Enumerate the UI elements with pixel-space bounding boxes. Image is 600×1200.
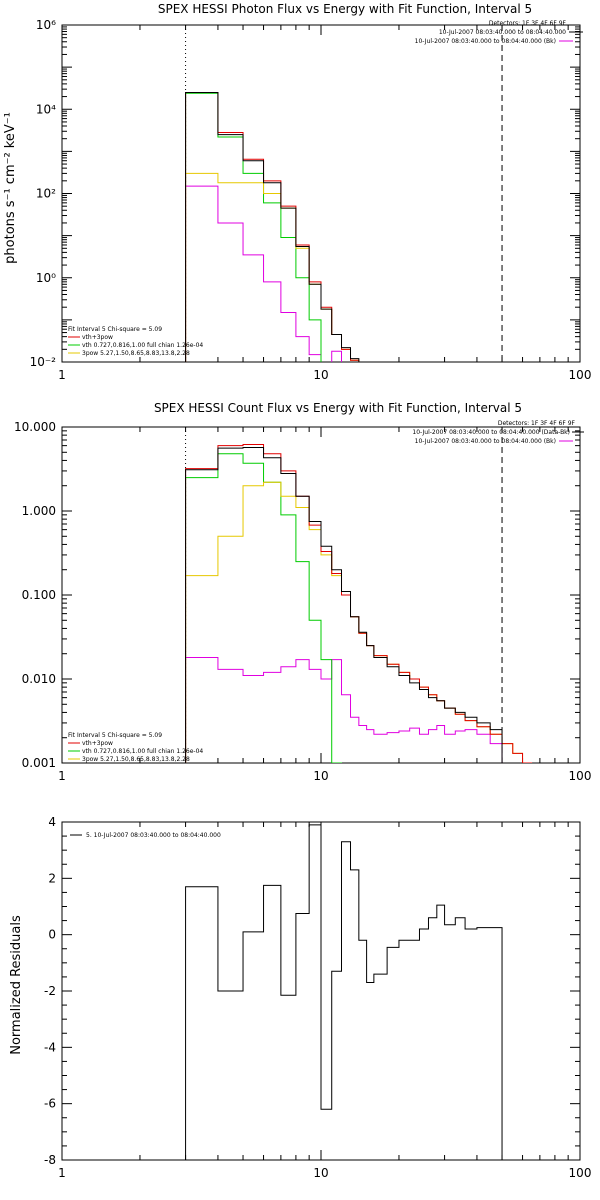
count-series-data — [185, 447, 503, 763]
photon-legend-header: Detectors: 1F 3F 4F 6F 9F — [489, 20, 567, 27]
residuals-series-residuals — [185, 824, 503, 1160]
count-flux-panel: SPEX HESSI Count Flux vs Energy with Fit… — [14, 401, 592, 783]
count-xtick-label: 1 — [58, 769, 66, 783]
photon-ytick-label: 10⁻² — [30, 355, 57, 369]
count-flux-title: SPEX HESSI Count Flux vs Energy with Fit… — [154, 401, 522, 415]
residuals-xtick-label: 10 — [313, 1166, 328, 1180]
count-fit-line-4: 3pow 5.27,1.50,8.65,8.83,13.8,2.28 — [82, 756, 190, 763]
count-xtick-label: 10 — [313, 769, 328, 783]
count-fit-line-2: vth+3pow — [82, 740, 113, 747]
residuals-legend-entry: 5. 10-Jul-2007 08:03:40.000 to 08:04:40.… — [86, 832, 221, 839]
residuals-ytick-label: 4 — [48, 815, 56, 829]
photon-flux-title: SPEX HESSI Photon Flux vs Energy with Fi… — [158, 2, 532, 16]
count-fit-line-3: vth 0.727,0.816,1.00 full chian 1.26e-04 — [82, 748, 203, 755]
photon-ytick-label: 10⁶ — [36, 18, 56, 32]
photon-legend-entry-1: 10-Jul-2007 08:03:40.000 to 08:04:40.000 — [439, 29, 566, 36]
photon-fit-line-1: Fit Interval 5 Chi-square = 5.09 — [68, 326, 162, 333]
count-ytick-label: 0.100 — [22, 588, 56, 602]
photon-flux-panel: SPEX HESSI Photon Flux vs Energy with Fi… — [3, 2, 592, 382]
count-fit-line-1: Fit Interval 5 Chi-square = 5.09 — [68, 732, 162, 739]
photon-xtick-label: 100 — [569, 368, 592, 382]
residuals-panel: Normalized Residuals 5. 10-Jul-2007 08:0… — [9, 815, 591, 1180]
photon-series-vth-plus-3pow — [185, 91, 360, 362]
count-xtick-label: 100 — [569, 769, 592, 783]
count-ytick-label: 10.000 — [14, 420, 56, 434]
photon-ytick-label: 10⁰ — [36, 271, 56, 285]
residuals-ytick-label: 2 — [48, 871, 56, 885]
count-legend-header: Detectors: 1F 3F 4F 6F 9F — [498, 420, 576, 427]
count-ytick-label: 0.001 — [22, 756, 56, 770]
photon-fit-line-3: vth 0.727,0.816,1.00 full chian 1.26e-04 — [82, 342, 203, 349]
count-ytick-label: 0.010 — [22, 672, 56, 686]
residuals-ytick-label: -6 — [44, 1097, 56, 1111]
residuals-ytick-label: 0 — [48, 928, 56, 942]
photon-series-data — [185, 91, 360, 362]
photon-fit-line-2: vth+3pow — [82, 334, 113, 341]
residuals-ylabel: Normalized Residuals — [9, 915, 24, 1055]
photon-ytick-label: 10⁴ — [36, 102, 56, 116]
photon-fit-line-4: 3pow 5.27,1.50,8.65,8.83,13.8,2.28 — [82, 350, 190, 357]
residuals-xtick-label: 1 — [58, 1166, 66, 1180]
count-legend-entry-1: 10-Jul-2007 08:03:40.000 to 08:04:40.000… — [412, 429, 570, 436]
count-series-vth — [185, 453, 343, 763]
residuals-ytick-label: -4 — [44, 1040, 56, 1054]
photon-flux-ylabel: photons s⁻¹ cm⁻² keV⁻¹ — [3, 112, 18, 264]
count-series-background — [185, 657, 503, 763]
count-legend-entry-2: 10-Jul-2007 08:03:40.000 to 08:04:40.000… — [415, 438, 556, 445]
photon-ytick-label: 10² — [36, 187, 56, 201]
photon-series-vth — [185, 92, 322, 362]
residuals-ytick-label: -8 — [44, 1153, 56, 1167]
photon-legend-entry-2: 10-Jul-2007 08:03:40.000 to 08:04:40.000… — [415, 38, 556, 45]
photon-xtick-label: 10 — [313, 368, 328, 382]
count-ytick-label: 1.000 — [22, 504, 56, 518]
residuals-ytick-label: -2 — [44, 984, 56, 998]
photon-xtick-label: 1 — [58, 368, 66, 382]
photon-series-background — [185, 185, 343, 362]
residuals-xtick-label: 100 — [569, 1166, 592, 1180]
